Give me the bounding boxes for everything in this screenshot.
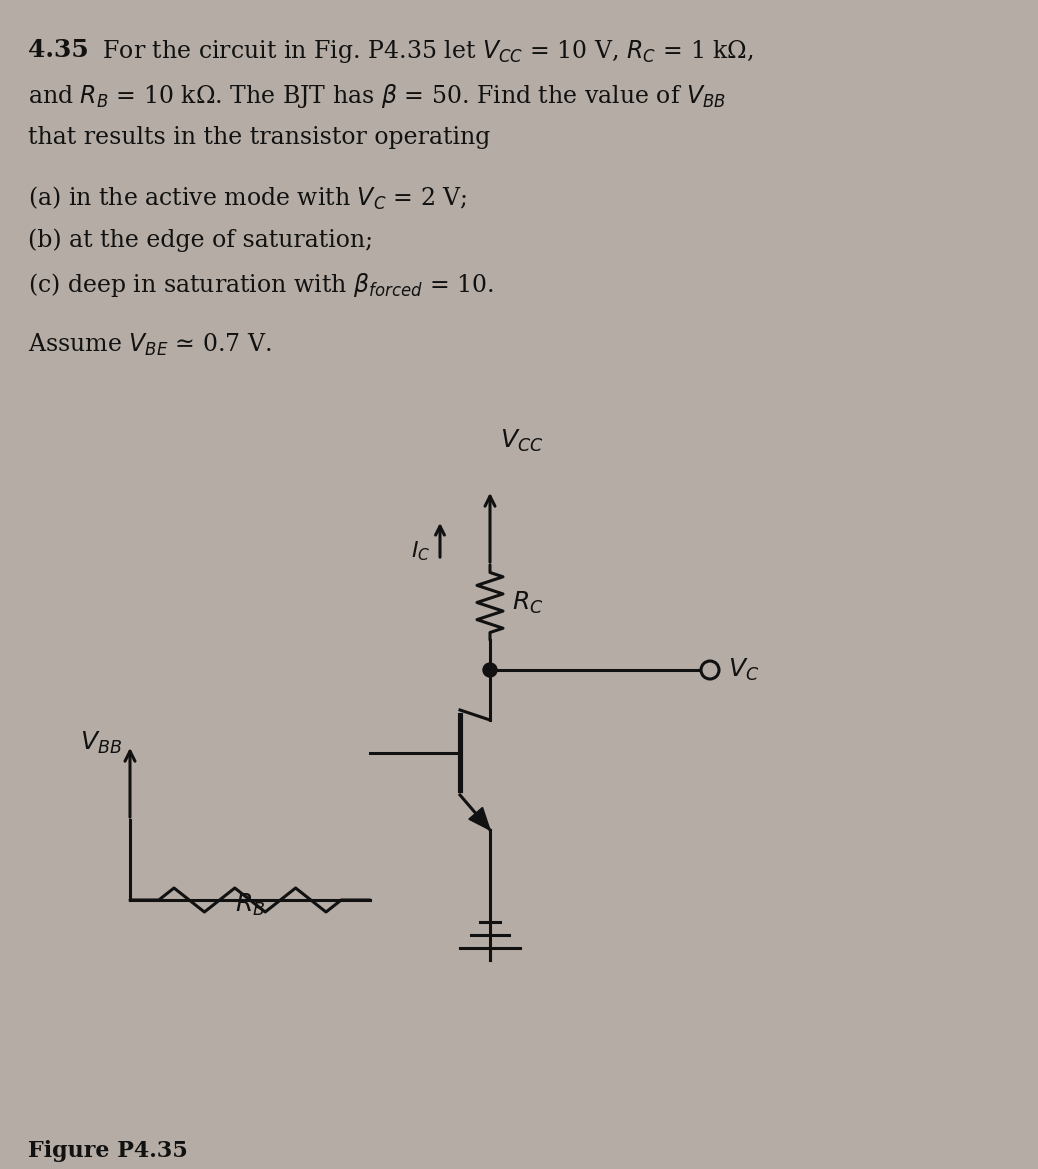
Text: $V_{CC}$: $V_{CC}$ bbox=[500, 428, 544, 455]
Text: $V_{BB}$: $V_{BB}$ bbox=[80, 729, 122, 756]
Text: $R_B$: $R_B$ bbox=[235, 892, 265, 918]
Text: Assume $V_{BE}$ ≃ 0.7 V.: Assume $V_{BE}$ ≃ 0.7 V. bbox=[28, 332, 272, 358]
Circle shape bbox=[483, 663, 497, 677]
Text: 4.35: 4.35 bbox=[28, 39, 89, 62]
Text: $V_C$: $V_C$ bbox=[728, 657, 759, 683]
Text: For the circuit in Fig. P4.35 let $V_{CC}$ = 10 V, $R_C$ = 1 kΩ,: For the circuit in Fig. P4.35 let $V_{CC… bbox=[95, 39, 754, 65]
Text: and $R_B$ = 10 kΩ. The BJT has $\beta$ = 50. Find the value of $V_{BB}$: and $R_B$ = 10 kΩ. The BJT has $\beta$ =… bbox=[28, 82, 727, 110]
Text: (c) deep in saturation with $\beta_{forced}$ = 10.: (c) deep in saturation with $\beta_{forc… bbox=[28, 271, 494, 299]
Text: $R_C$: $R_C$ bbox=[512, 589, 544, 616]
Text: (a) in the active mode with $V_C$ = 2 V;: (a) in the active mode with $V_C$ = 2 V; bbox=[28, 185, 467, 213]
Text: $I_C$: $I_C$ bbox=[411, 539, 430, 563]
Text: Figure P4.35: Figure P4.35 bbox=[28, 1140, 188, 1162]
Text: that results in the transistor operating: that results in the transistor operating bbox=[28, 126, 490, 148]
Text: (b) at the edge of saturation;: (b) at the edge of saturation; bbox=[28, 228, 373, 251]
Polygon shape bbox=[469, 808, 490, 830]
